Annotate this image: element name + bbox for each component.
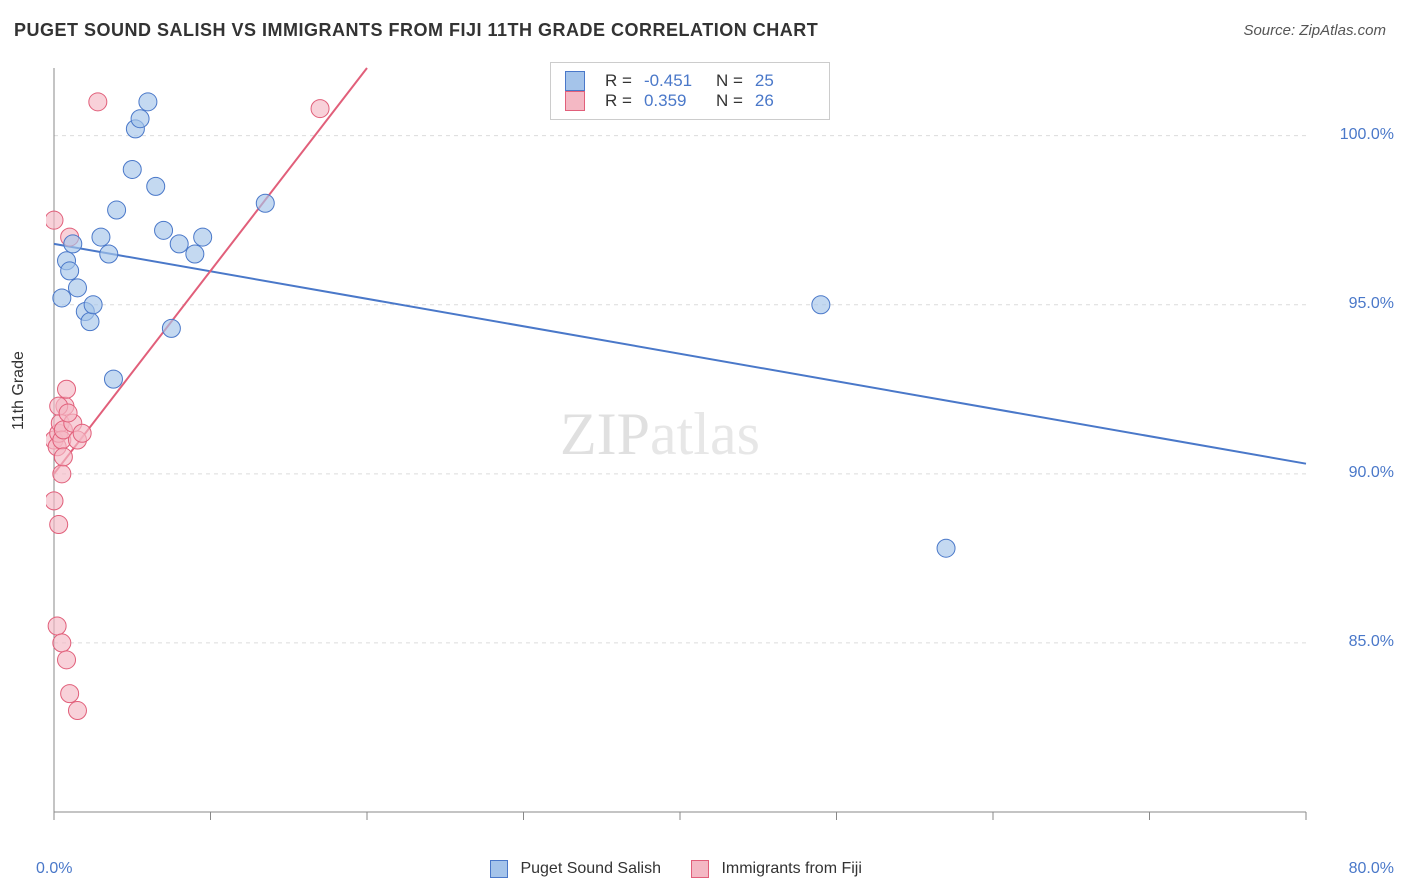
y-axis-label: 11th Grade — [10, 351, 28, 430]
y-tick-label: 85.0% — [1349, 633, 1394, 651]
stat-r-value-a: -0.451 — [644, 71, 704, 91]
chart-title: PUGET SOUND SALISH VS IMMIGRANTS FROM FI… — [14, 20, 818, 41]
y-tick-label: 95.0% — [1349, 295, 1394, 313]
legend-item-b: Immigrants from Fiji — [691, 860, 862, 878]
stat-r-value-b: 0.359 — [644, 91, 704, 111]
y-tick-label: 100.0% — [1340, 126, 1394, 144]
stat-r-label: R = — [605, 71, 632, 91]
swatch-pink-icon — [691, 860, 709, 878]
x-tick-min: 0.0% — [36, 860, 72, 878]
stats-row-a: R = -0.451 N = 25 — [565, 71, 815, 91]
legend-label-b: Immigrants from Fiji — [721, 860, 861, 877]
swatch-blue-icon — [565, 71, 585, 91]
stat-n-value-a: 25 — [755, 71, 815, 91]
x-tick-max: 80.0% — [1349, 860, 1394, 878]
scatter-svg — [46, 60, 1346, 820]
legend-label-a: Puget Sound Salish — [520, 860, 661, 877]
source-attribution: Source: ZipAtlas.com — [1243, 22, 1386, 39]
stat-n-value-b: 26 — [755, 91, 815, 111]
series-legend: Puget Sound Salish Immigrants from Fiji — [490, 860, 862, 878]
stat-r-label: R = — [605, 91, 632, 111]
stats-legend: R = -0.451 N = 25 R = 0.359 N = 26 — [550, 62, 830, 120]
stat-n-label: N = — [716, 91, 743, 111]
swatch-pink-icon — [565, 91, 585, 111]
y-tick-label: 90.0% — [1349, 464, 1394, 482]
chart-plot-area — [46, 60, 1386, 820]
swatch-blue-icon — [490, 860, 508, 878]
stat-n-label: N = — [716, 71, 743, 91]
stats-row-b: R = 0.359 N = 26 — [565, 91, 815, 111]
legend-item-a: Puget Sound Salish — [490, 860, 661, 878]
